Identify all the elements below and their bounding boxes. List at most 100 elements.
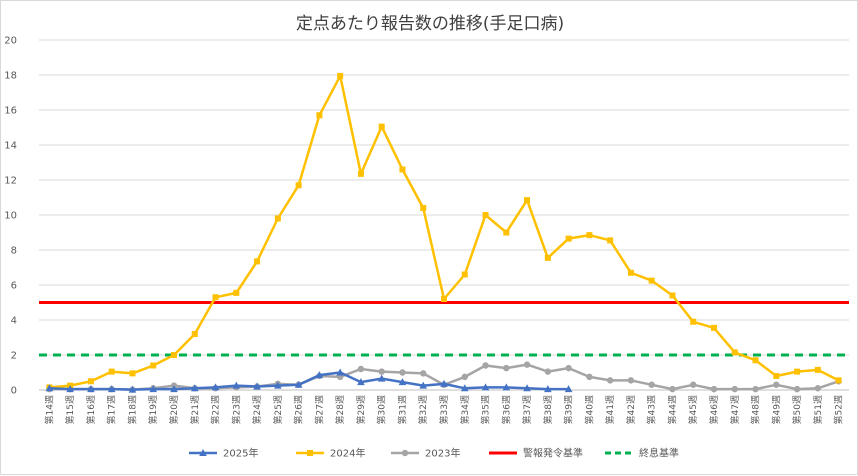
data-point [232, 381, 241, 389]
x-tick-label: 第51週 [812, 395, 824, 424]
y-tick-label: 20 [4, 36, 17, 47]
data-point [315, 371, 324, 379]
data-point [149, 385, 158, 393]
data-point [502, 383, 511, 391]
y-tick-label: 16 [4, 106, 17, 117]
y-tick-label: 8 [11, 246, 17, 257]
data-point [337, 72, 344, 79]
data-point [814, 385, 822, 392]
x-tick-label: 第29週 [355, 395, 367, 424]
y-tick-label: 0 [11, 386, 17, 397]
data-point [482, 362, 489, 369]
data-point [503, 229, 510, 236]
data-point [669, 385, 676, 393]
data-point [544, 254, 551, 261]
data-point [212, 294, 219, 301]
data-point [690, 318, 697, 325]
data-point [627, 377, 635, 384]
data-point [254, 258, 261, 265]
data-point [794, 368, 801, 375]
data-point [129, 370, 136, 377]
data-point [669, 292, 676, 299]
x-tick-label: 第16週 [85, 395, 97, 424]
y-tick-label: 18 [4, 71, 17, 82]
x-tick-label: 第18週 [126, 395, 138, 424]
x-tick-label: 第40週 [583, 395, 595, 424]
data-point [523, 361, 531, 368]
x-tick-label: 第50週 [791, 395, 803, 424]
x-tick-label: 第35週 [480, 395, 492, 424]
data-point [128, 385, 137, 393]
x-tick-label: 第27週 [313, 395, 325, 424]
data-point [420, 205, 427, 211]
y-tick-label: 14 [4, 141, 17, 152]
data-point [316, 112, 323, 119]
data-point [294, 380, 303, 388]
x-tick-label: 第32週 [417, 395, 429, 424]
data-point [731, 385, 738, 393]
legend-item: 2025年 [189, 447, 258, 460]
data-point [441, 296, 447, 302]
data-point [460, 384, 469, 392]
data-point [108, 368, 115, 375]
x-tick-label: 第39週 [563, 395, 575, 424]
data-point [398, 378, 407, 386]
data-point [523, 384, 531, 392]
data-point [461, 271, 468, 278]
data-point [814, 366, 821, 373]
x-tick-label: 第23週 [230, 395, 242, 424]
data-point [544, 368, 552, 375]
legend-item: 終息基準 [605, 447, 679, 460]
data-point [586, 232, 593, 239]
data-point [211, 383, 220, 391]
data-point [274, 215, 281, 222]
legend-marker [199, 449, 207, 456]
x-tick-label: 第47週 [729, 395, 741, 424]
legend-marker [401, 449, 409, 457]
legend-item: 2023年 [391, 447, 460, 460]
data-point [440, 379, 448, 387]
x-tick-label: 第46週 [708, 395, 720, 424]
legend-item: 2024年 [296, 447, 365, 460]
legend-label: 2025年 [223, 447, 258, 460]
x-tick-label: 第31週 [396, 395, 408, 424]
data-point [773, 373, 780, 379]
series-layer [39, 72, 849, 393]
x-tick-label: 第19週 [147, 395, 159, 424]
x-tick-label: 第14週 [43, 395, 55, 424]
x-tick-label: 第33週 [438, 395, 450, 424]
data-point [503, 364, 510, 372]
data-point [627, 269, 634, 276]
data-point [752, 385, 759, 393]
data-point [377, 374, 386, 382]
data-point [87, 378, 94, 385]
data-point [357, 378, 365, 386]
data-point [150, 362, 157, 369]
data-point [607, 237, 614, 244]
y-tick-label: 4 [11, 316, 17, 327]
x-tick-label: 第25週 [272, 395, 284, 424]
x-tick-label: 第38週 [542, 395, 554, 424]
legend-label: 警報発令基準 [523, 447, 583, 460]
data-point [399, 166, 406, 173]
data-point [524, 197, 531, 204]
gridlines [39, 39, 849, 391]
x-tick-label: 第17週 [106, 395, 118, 424]
data-point [357, 170, 364, 177]
data-point [45, 384, 54, 392]
data-point [190, 384, 199, 392]
x-tick-label: 第52週 [833, 395, 845, 424]
x-tick-label: 第42週 [625, 395, 637, 424]
data-point [170, 385, 178, 393]
x-tick-label: 第41週 [604, 395, 616, 424]
data-point [773, 381, 780, 388]
x-tick-label: 第26週 [293, 395, 305, 424]
data-point [586, 373, 593, 381]
data-point [690, 381, 697, 388]
data-point [711, 324, 717, 331]
x-tick-label: 第22週 [210, 395, 222, 424]
data-point [87, 385, 95, 393]
x-tick-label: 第28週 [334, 395, 346, 424]
